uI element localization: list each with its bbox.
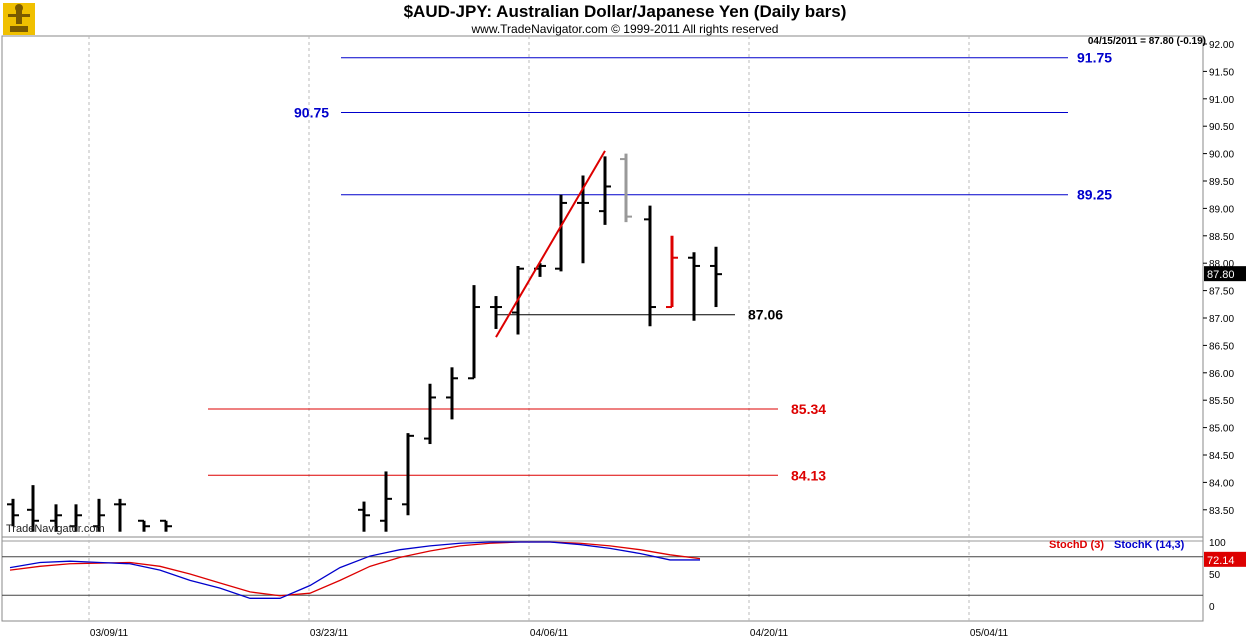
ohlc-bar <box>114 498 126 532</box>
ohlc-bar <box>7 498 19 527</box>
price-tick-label: 89.50 <box>1209 177 1234 188</box>
level-layer: 91.75 90.75 89.25 87.06 85.34 84.13 <box>208 50 1112 483</box>
level-label-90.75: 90.75 <box>294 105 329 121</box>
x-tick-label: 03/23/11 <box>310 628 349 639</box>
price-tick-label: 87.50 <box>1209 287 1234 298</box>
ohlc-bar <box>50 504 62 532</box>
trend-layer <box>495 150 606 338</box>
price-tick-label: 91.50 <box>1209 67 1234 78</box>
chart-subtitle: www.TradeNavigator.com © 1999-2011 All r… <box>471 22 779 36</box>
level-label-89.25: 89.25 <box>1077 187 1112 203</box>
bar-layer <box>7 153 722 532</box>
ohlc-bar <box>70 504 82 532</box>
x-tick-label: 05/04/11 <box>970 628 1009 639</box>
x-tick-label: 04/06/11 <box>530 628 569 639</box>
ohlc-bar <box>380 471 392 532</box>
price-panel-frame <box>1 35 1204 538</box>
stoch-tick-label: 100 <box>1209 538 1226 549</box>
price-tick-label: 84.50 <box>1209 451 1234 462</box>
ohlc-bar <box>688 252 700 321</box>
x-tick-label: 03/09/11 <box>90 628 129 639</box>
price-tick-label: 85.50 <box>1209 396 1234 407</box>
stoch-d-label: StochD (3) <box>1049 539 1104 551</box>
price-tick-label: 89.00 <box>1209 204 1234 215</box>
ohlc-bar <box>468 285 480 380</box>
ohlc-bar <box>424 383 436 445</box>
stoch-value-box <box>1204 551 1246 567</box>
last-price-box <box>1204 266 1246 282</box>
last-price-label: 87.80 <box>1207 269 1235 281</box>
ohlc-bar <box>599 156 611 225</box>
x-tick-label: 04/20/11 <box>750 628 789 639</box>
ohlc-bar <box>138 519 150 532</box>
level-label-84.13: 84.13 <box>791 467 826 483</box>
level-label-85.34: 85.34 <box>791 401 826 417</box>
price-tick-label: 84.00 <box>1209 478 1234 489</box>
stochastic-layer: 100 50 0 StochD (3) StochK (14,3) 72.14 <box>2 538 1246 613</box>
axis-layer: 03/09/11 03/23/11 04/06/11 04/20/11 05/04/11… <box>90 40 1246 639</box>
level-label-91.75: 91.75 <box>1077 50 1112 66</box>
trade-navigator-figure-icon <box>3 3 35 35</box>
stoch-value-label: 72.14 <box>1207 555 1235 567</box>
chart-title: $AUD-JPY: Australian Dollar/Japanese Yen… <box>403 2 847 21</box>
ohlc-bar <box>666 235 678 309</box>
ohlc-bar <box>27 485 39 532</box>
price-tick-label: 92.00 <box>1209 40 1234 51</box>
ohlc-bar <box>93 498 105 532</box>
ohlc-bar <box>644 205 656 327</box>
price-tick-label: 86.00 <box>1209 369 1234 380</box>
stoch-tick-label: 50 <box>1209 570 1221 581</box>
level-label-87.06: 87.06 <box>748 307 783 323</box>
price-tick-label: 88.00 <box>1209 259 1234 270</box>
price-tick-label: 91.00 <box>1209 95 1234 106</box>
ohlc-bar <box>620 153 632 223</box>
ohlc-bar <box>555 194 567 272</box>
price-tick-label: 90.50 <box>1209 122 1234 133</box>
ohlc-bar <box>490 296 502 329</box>
price-tick-label: 90.00 <box>1209 150 1234 161</box>
stoch-k-label: StochK (14,3) <box>1114 539 1185 551</box>
grid-layer <box>1 35 1204 622</box>
ohlc-bar <box>160 519 172 532</box>
watermark: TradeNavigator.com <box>6 523 105 535</box>
ohlc-bar <box>710 246 722 308</box>
ohlc-bar <box>446 367 458 420</box>
stoch-d-line <box>9 541 701 597</box>
price-tick-label: 85.00 <box>1209 424 1234 435</box>
price-tick-label: 88.50 <box>1209 232 1234 243</box>
ohlc-bar <box>358 501 370 532</box>
trend-line <box>495 150 606 338</box>
stoch-k-line <box>9 541 700 599</box>
price-tick-label: 86.50 <box>1209 341 1234 352</box>
price-tick-label: 83.50 <box>1209 506 1234 517</box>
price-tick-label: 87.00 <box>1209 314 1234 325</box>
last-quote: 04/15/2011 = 87.80 (-0.19) <box>1087 36 1206 47</box>
ohlc-bar <box>402 433 414 516</box>
stoch-tick-label: 0 <box>1209 602 1215 613</box>
stochastic-panel-frame <box>1 536 1204 622</box>
